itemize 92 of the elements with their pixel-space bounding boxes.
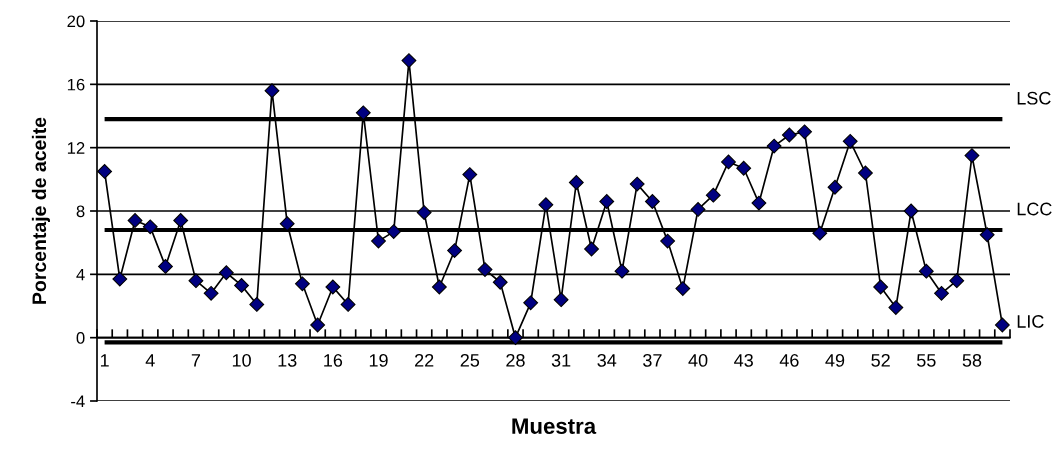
x-tick-label: 16 bbox=[324, 353, 343, 367]
x-tick-label: 1 bbox=[100, 354, 109, 367]
y-tick-label: 16 bbox=[67, 78, 85, 91]
point bbox=[721, 154, 736, 170]
y-tick-label: 12 bbox=[67, 142, 85, 154]
point bbox=[842, 133, 858, 149]
point bbox=[781, 127, 797, 143]
x-tick-label: 34 bbox=[597, 353, 617, 367]
point bbox=[964, 148, 980, 164]
point bbox=[249, 296, 265, 312]
point bbox=[142, 219, 158, 235]
point bbox=[553, 292, 569, 308]
point bbox=[112, 271, 128, 287]
point bbox=[310, 317, 326, 333]
point bbox=[127, 213, 143, 228]
point bbox=[173, 213, 189, 228]
y-axis-title: Porcentaje de aceite bbox=[31, 117, 50, 304]
point bbox=[371, 233, 386, 249]
x-tick-label: 37 bbox=[643, 353, 662, 367]
x-tick-label: 22 bbox=[415, 353, 434, 367]
point bbox=[401, 53, 417, 69]
point bbox=[477, 262, 493, 278]
x-tick-label: 13 bbox=[278, 353, 297, 367]
point bbox=[766, 138, 782, 154]
x-tick-label: 55 bbox=[916, 354, 936, 367]
point bbox=[158, 258, 173, 274]
y-tick-label: -4 bbox=[71, 395, 85, 408]
point bbox=[599, 194, 615, 209]
point bbox=[523, 295, 539, 311]
x-tick-label: 4 bbox=[145, 354, 155, 367]
point bbox=[736, 160, 752, 176]
point bbox=[279, 216, 295, 232]
y-tick-label: 4 bbox=[76, 268, 85, 281]
x-tick-label: 40 bbox=[688, 353, 708, 367]
point bbox=[355, 105, 371, 121]
point bbox=[325, 279, 341, 295]
point bbox=[492, 274, 508, 290]
point bbox=[949, 273, 965, 289]
point bbox=[873, 279, 889, 295]
point bbox=[629, 176, 645, 192]
legend-label: LIC bbox=[1017, 315, 1044, 328]
point bbox=[568, 175, 584, 190]
point bbox=[858, 165, 873, 181]
point bbox=[462, 167, 478, 183]
y-tick-label: 20 bbox=[67, 15, 85, 28]
point bbox=[447, 243, 463, 259]
point bbox=[97, 163, 113, 179]
point bbox=[234, 277, 249, 293]
point bbox=[203, 285, 219, 301]
point bbox=[690, 201, 706, 217]
point bbox=[584, 241, 599, 257]
x-tick-label: 25 bbox=[460, 353, 480, 367]
point bbox=[508, 330, 523, 346]
point bbox=[797, 124, 813, 140]
x-tick-label: 46 bbox=[779, 353, 799, 367]
x-tick-label: 49 bbox=[825, 353, 845, 367]
point bbox=[751, 195, 767, 211]
ref-line-label: LCC bbox=[1017, 202, 1052, 216]
point bbox=[994, 317, 1010, 333]
x-tick-label: 58 bbox=[962, 353, 982, 367]
point bbox=[188, 273, 204, 289]
ref-line-label: LSC bbox=[1017, 91, 1051, 105]
point bbox=[903, 203, 919, 219]
point bbox=[294, 276, 310, 292]
point bbox=[614, 263, 630, 279]
x-tick-label: 31 bbox=[551, 353, 571, 367]
x-tick-label: 52 bbox=[871, 353, 890, 367]
x-tick-label: 10 bbox=[232, 353, 251, 367]
point bbox=[416, 205, 432, 221]
point bbox=[979, 227, 995, 243]
x-axis-title: Muestra bbox=[512, 418, 597, 434]
point bbox=[827, 179, 843, 195]
point bbox=[264, 83, 280, 99]
point bbox=[888, 300, 904, 316]
point bbox=[340, 296, 356, 312]
point bbox=[218, 265, 234, 281]
point bbox=[660, 233, 676, 249]
point bbox=[918, 263, 934, 279]
point bbox=[675, 281, 691, 297]
point bbox=[538, 197, 554, 213]
y-tick-label: 8 bbox=[76, 205, 85, 218]
point bbox=[705, 187, 721, 203]
x-tick-label: 7 bbox=[191, 354, 201, 367]
point bbox=[812, 225, 828, 241]
point bbox=[644, 194, 660, 209]
point bbox=[431, 279, 447, 295]
x-tick-label: 19 bbox=[369, 353, 388, 367]
x-tick-label: 43 bbox=[734, 353, 753, 367]
point bbox=[934, 285, 949, 301]
x-tick-label: 28 bbox=[506, 353, 525, 367]
point bbox=[386, 224, 402, 240]
y-tick-label: 0 bbox=[76, 332, 85, 344]
